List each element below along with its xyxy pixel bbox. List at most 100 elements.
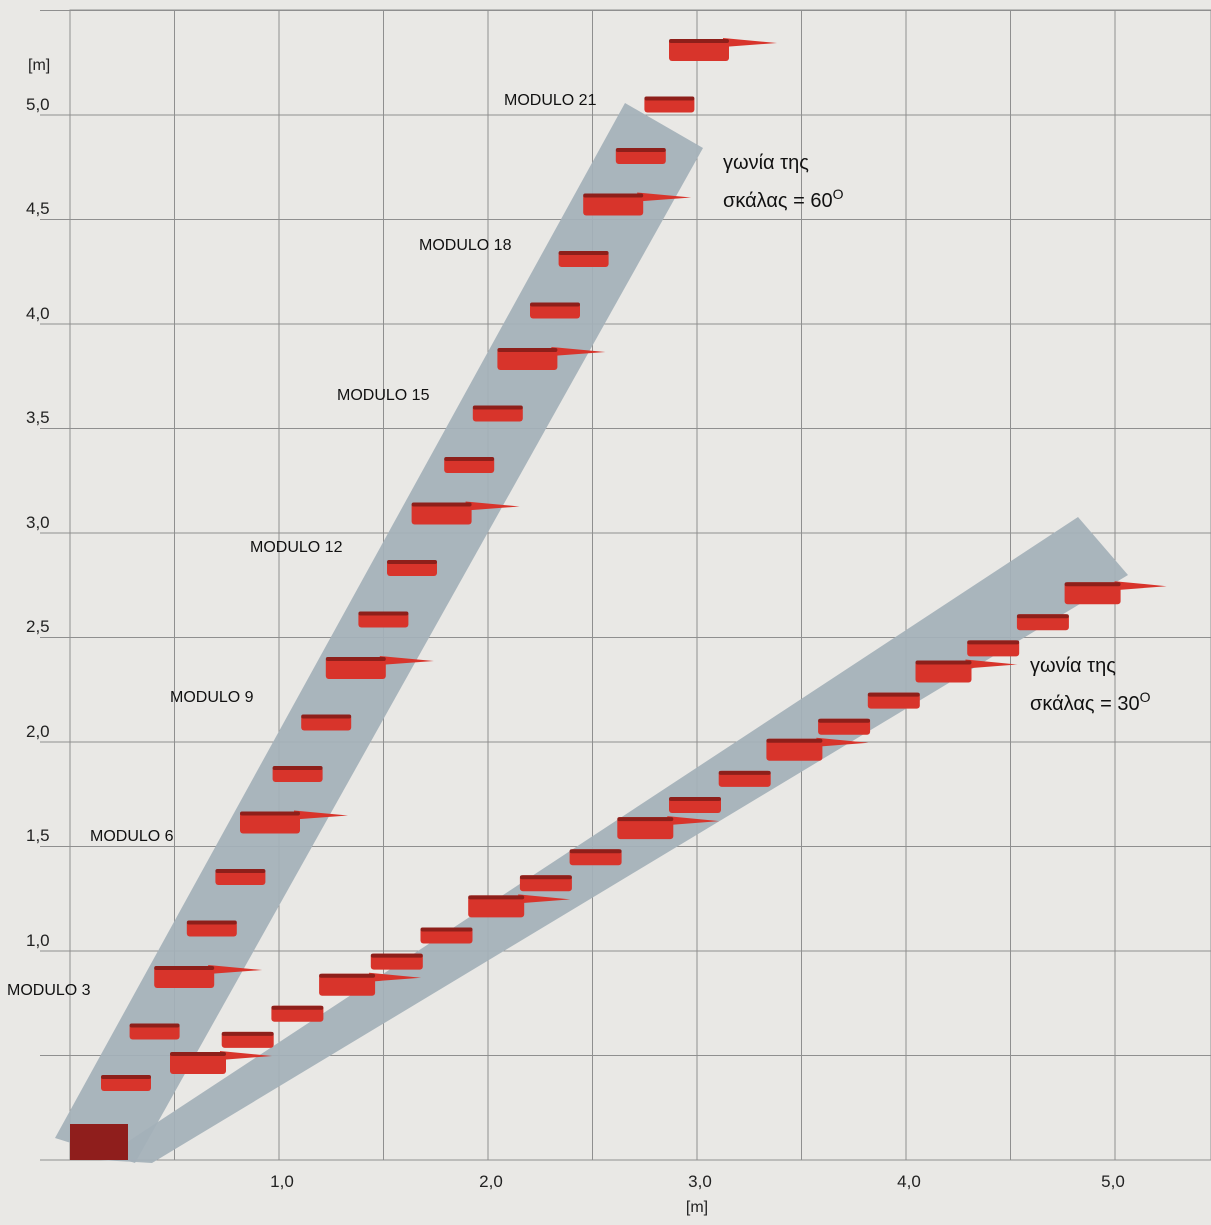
step-edge [444, 457, 495, 461]
y-tick-label: 4,5 [26, 199, 50, 218]
stair-30-rail [100, 517, 1128, 1163]
step-body [915, 660, 972, 683]
y-tick-label: 4,0 [26, 304, 50, 323]
module-step [617, 816, 720, 840]
step [221, 1031, 274, 1048]
step-body [411, 502, 472, 525]
step-body [1064, 582, 1121, 605]
step-edge [154, 966, 215, 970]
step-fin [220, 1051, 272, 1060]
step-fin [208, 965, 263, 974]
step-edge [101, 1075, 151, 1079]
step [387, 560, 437, 576]
step-body [325, 657, 386, 679]
module-label: MODULO 9 [170, 689, 254, 706]
step [444, 457, 495, 473]
step-fin [965, 659, 1018, 669]
step-fin [369, 972, 422, 982]
step-edge [766, 738, 823, 743]
step-body [319, 973, 376, 996]
step-edge [867, 692, 920, 697]
x-axis-unit: [m] [686, 1199, 708, 1216]
module-label: MODULO 18 [419, 237, 512, 254]
module-label: MODULO 12 [250, 539, 343, 556]
step-edge [170, 1052, 226, 1056]
y-tick-label: 1,0 [26, 931, 50, 950]
step [101, 1075, 151, 1091]
step-fin [379, 656, 434, 665]
step [271, 1005, 324, 1022]
step-edge [370, 953, 423, 958]
module-step [411, 501, 520, 525]
step [615, 148, 666, 164]
step-edge [558, 251, 609, 255]
step-edge [272, 766, 323, 770]
module-step [497, 347, 606, 370]
annotation-30: γωνία της σκάλας = 30O [1030, 655, 1151, 715]
step-edge [967, 640, 1020, 645]
step-fin [551, 347, 606, 356]
step-edge [325, 657, 386, 661]
step-edge [669, 797, 721, 801]
annotation-30-line1: γωνία της [1030, 655, 1116, 677]
step-edge [915, 660, 972, 665]
module-step [240, 810, 348, 834]
step-edge [319, 973, 376, 978]
step-edge [129, 1023, 180, 1028]
step [569, 849, 622, 866]
y-tick-label: 2,0 [26, 722, 50, 741]
y-tick-label: 1,5 [26, 826, 50, 845]
grid [40, 9, 1211, 1161]
module-step [170, 1051, 272, 1074]
step-edge [271, 1005, 324, 1010]
step-edge [472, 405, 523, 410]
base-block [70, 1124, 128, 1160]
annotation-30-line2: σκάλας = 30O [1030, 689, 1151, 715]
step [558, 251, 609, 267]
module-label: MODULO 6 [90, 828, 174, 845]
y-axis: [m] 1,0 1,5 2,0 2,5 3,0 3,5 4,0 4,5 5,0 [26, 57, 50, 950]
step [129, 1023, 180, 1040]
annotation-60-line1: γωνία της [723, 152, 809, 174]
step-body [468, 895, 525, 918]
step [519, 875, 572, 892]
step-fin [294, 810, 348, 820]
step-edge [1016, 614, 1069, 619]
annotation-60-line2: σκάλας = 60O [723, 186, 844, 212]
step-body [170, 1052, 226, 1074]
x-tick-label: 5,0 [1101, 1172, 1125, 1191]
step-fin [723, 38, 777, 47]
stair-60-steps [101, 38, 777, 1091]
step [1016, 614, 1069, 631]
step [718, 770, 771, 787]
step [420, 927, 473, 944]
step [301, 714, 352, 731]
x-tick-label: 2,0 [479, 1172, 503, 1191]
step-edge [818, 718, 871, 723]
step [818, 718, 871, 735]
step-body [154, 966, 215, 988]
module-step [766, 737, 869, 761]
step-edge [615, 148, 666, 152]
x-tick-label: 4,0 [897, 1172, 921, 1191]
y-axis-unit: [m] [28, 57, 50, 74]
x-tick-label: 3,0 [688, 1172, 712, 1191]
x-tick-label: 1,0 [270, 1172, 294, 1191]
step-edge [530, 302, 580, 307]
step-fin [637, 192, 692, 202]
module-step [1064, 581, 1167, 605]
module-step [319, 972, 422, 996]
y-tick-label: 3,5 [26, 408, 50, 427]
step-body [617, 817, 674, 840]
step-fin [816, 737, 869, 747]
step-edge [215, 869, 266, 873]
module-labels: MODULO 3 MODULO 6 MODULO 9 MODULO 12 MOD… [7, 92, 597, 999]
module-label: MODULO 21 [504, 92, 597, 109]
module-step [154, 965, 263, 988]
step-fin [518, 894, 571, 904]
step-body [669, 39, 729, 61]
module-step [669, 38, 777, 61]
step [272, 766, 323, 782]
step [215, 869, 266, 885]
